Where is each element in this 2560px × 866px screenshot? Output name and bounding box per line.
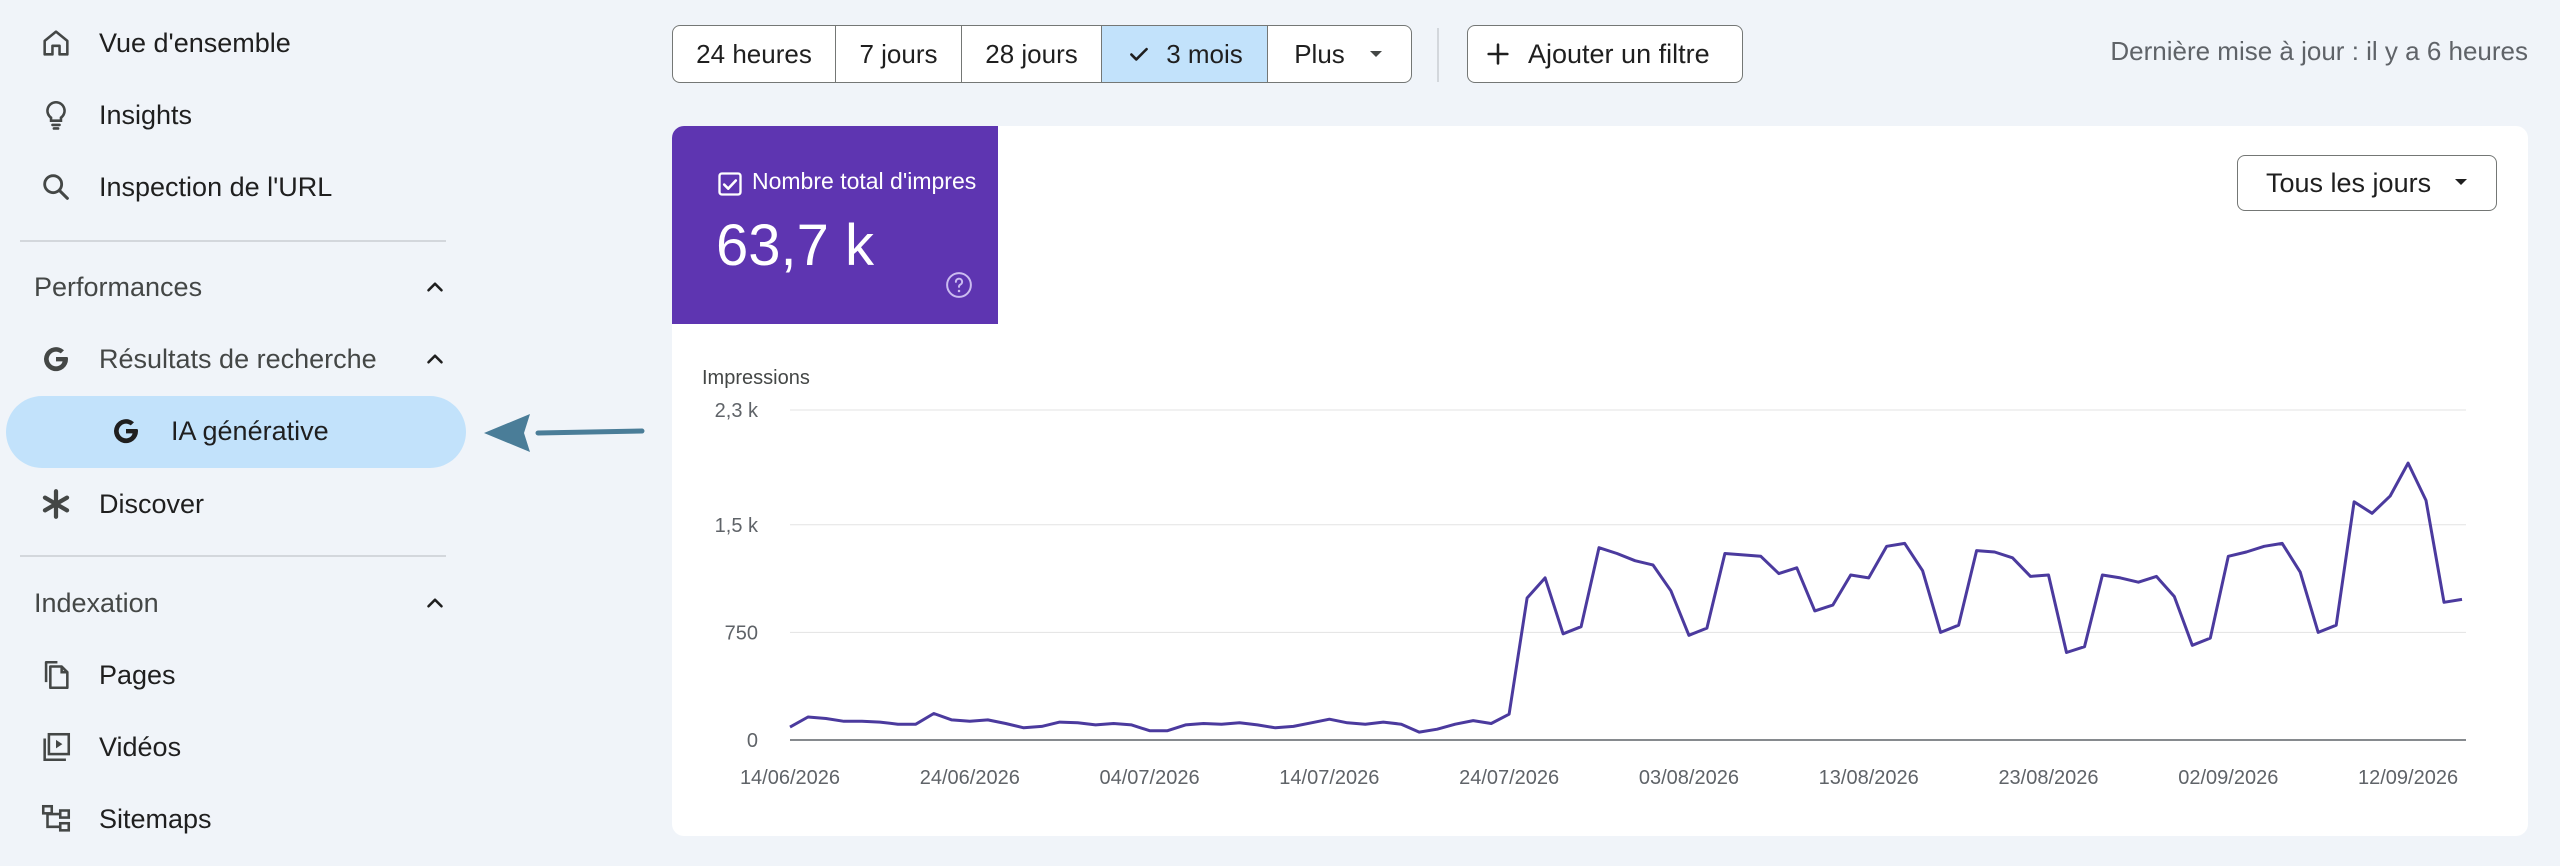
granularity-value: Tous les jours: [2266, 168, 2432, 198]
lightbulb-icon: [34, 93, 78, 137]
chevron-up-icon: [418, 586, 452, 620]
metric-label: Nombre total d'impressions: [752, 168, 977, 194]
section-performance[interactable]: Performances: [0, 257, 470, 317]
check-icon: [1126, 41, 1152, 67]
range-label: 3 mois: [1166, 38, 1243, 69]
caret-down-icon: [2452, 176, 2470, 188]
home-icon: [34, 21, 78, 65]
x-tick-label: 13/08/2026: [1819, 767, 1919, 789]
nav-item-search-results[interactable]: Résultats de recherche: [0, 324, 470, 394]
last-updated-text: Dernière mise à jour : il y a 6 heures: [2110, 36, 2528, 66]
range-3m-button[interactable]: 3 mois: [1102, 26, 1268, 82]
x-tick-label: 14/06/2026: [740, 767, 840, 789]
section-label: Performances: [34, 271, 203, 302]
range-28d-button[interactable]: 28 jours: [962, 26, 1102, 82]
range-7d-button[interactable]: 7 jours: [836, 26, 962, 82]
add-filter-button[interactable]: Ajouter un filtre: [1467, 25, 1743, 83]
asterisk-icon: [34, 482, 78, 526]
nav-item-generative-ai[interactable]: IA générative: [0, 396, 470, 466]
nav-item-label: Vue d'ensemble: [99, 27, 291, 58]
range-more-button[interactable]: Plus: [1268, 26, 1411, 82]
section-indexing[interactable]: Indexation: [0, 573, 470, 633]
nav-item-pages[interactable]: Pages: [0, 640, 470, 710]
x-tick-label: 23/08/2026: [1998, 767, 2098, 789]
video-library-icon: [34, 725, 78, 769]
y-axis-label: Impressions: [702, 367, 810, 389]
impressions-line-chart: Impressions 0 750 1,5 k 2,3 k 14/06/2026 24/06…: [702, 367, 2466, 789]
google-icon: [104, 409, 148, 453]
nav-item-label: IA générative: [171, 415, 329, 446]
nav-item-label: Pages: [99, 659, 176, 690]
toolbar-divider: [1437, 28, 1439, 82]
sidebar-divider: [20, 240, 446, 242]
plus-icon: [1484, 40, 1512, 68]
y-tick-label: 2,3 k: [715, 400, 759, 422]
x-tick-label: 03/08/2026: [1639, 767, 1739, 789]
range-label: Plus: [1294, 38, 1345, 69]
x-tick-label: 24/07/2026: [1459, 767, 1559, 789]
search-icon: [34, 165, 78, 209]
add-filter-label: Ajouter un filtre: [1528, 38, 1710, 69]
nav-item-discover[interactable]: Discover: [0, 469, 470, 539]
x-tick-label: 02/09/2026: [2178, 767, 2278, 789]
pages-icon: [34, 653, 78, 697]
metric-total-impressions[interactable]: Nombre total d'impressions 63,7 k: [672, 126, 998, 324]
nav-item-sitemaps[interactable]: Sitemaps: [0, 784, 470, 854]
x-tick-label: 14/07/2026: [1279, 767, 1379, 789]
y-tick-label: 1,5 k: [715, 515, 759, 537]
sitemap-icon: [34, 797, 78, 841]
x-tick-label: 12/09/2026: [2358, 767, 2458, 789]
granularity-select[interactable]: Tous les jours: [2237, 155, 2497, 211]
nav-item-label: Vidéos: [99, 731, 182, 762]
nav-item-overview[interactable]: Vue d'ensemble: [0, 8, 470, 78]
nav-item-insights[interactable]: Insights: [0, 80, 470, 150]
y-tick-label: 750: [725, 622, 758, 644]
help-icon[interactable]: [944, 270, 974, 300]
metric-value: 63,7 k: [716, 213, 874, 278]
nav-item-label: Sitemaps: [99, 803, 212, 834]
y-tick-label: 0: [747, 730, 758, 752]
nav-item-videos[interactable]: Vidéos: [0, 712, 470, 782]
nav-item-label: Insights: [99, 99, 193, 130]
date-range-selector: 24 heures 7 jours 28 jours 3 mois Plus: [672, 25, 1412, 83]
x-tick-label: 24/06/2026: [920, 767, 1020, 789]
caret-down-icon: [1367, 48, 1385, 60]
nav-item-url-inspection[interactable]: Inspection de l'URL: [0, 152, 470, 222]
checkbox-checked-icon[interactable]: [716, 170, 744, 198]
section-label: Indexation: [34, 587, 159, 618]
nav-item-label: Résultats de recherche: [99, 343, 377, 374]
pointer-arrow-icon: [484, 414, 645, 452]
series-line-impressions: [789, 461, 2463, 734]
sidebar-divider: [20, 555, 446, 557]
sidebar: Vue d'ensemble Insights Inspection de l'…: [0, 0, 470, 866]
nav-item-label: Inspection de l'URL: [99, 171, 333, 202]
nav-item-label: Discover: [99, 488, 205, 519]
x-tick-label: 04/07/2026: [1100, 767, 1200, 789]
google-icon: [34, 337, 78, 381]
nav-active-highlight: [6, 396, 466, 468]
chevron-up-icon: [418, 342, 452, 376]
range-24h-button[interactable]: 24 heures: [673, 26, 836, 82]
chevron-up-icon: [418, 270, 452, 304]
